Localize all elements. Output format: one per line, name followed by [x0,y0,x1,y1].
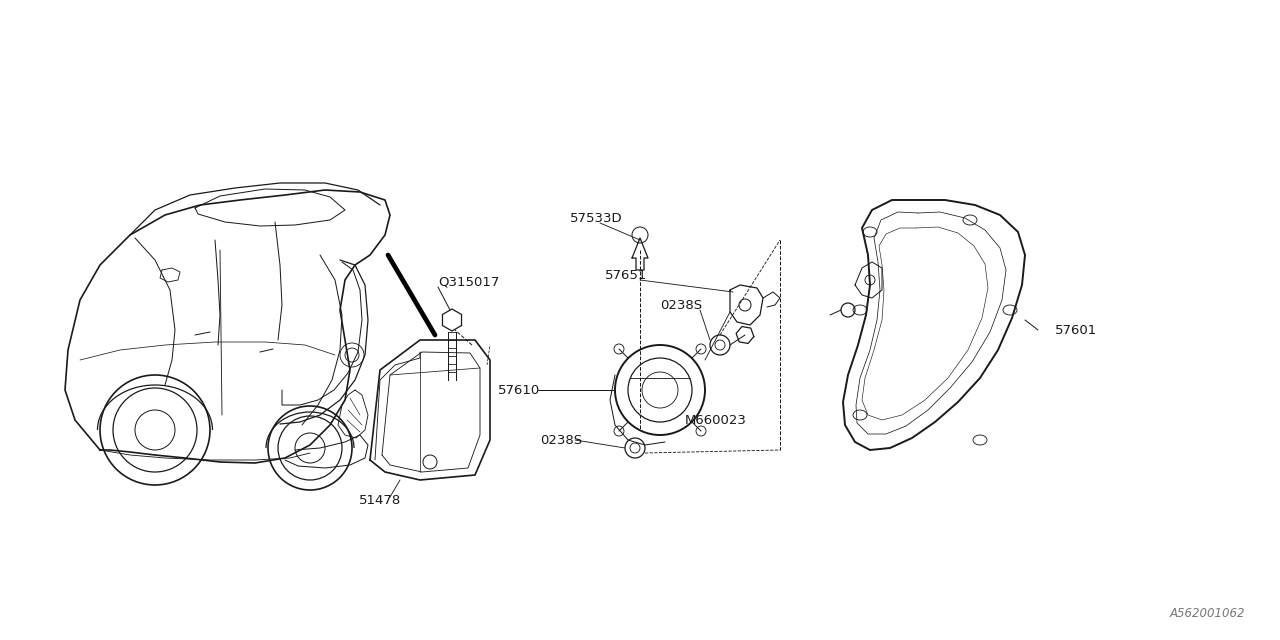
Text: A562001062: A562001062 [1170,607,1245,620]
Text: 57651: 57651 [605,269,648,282]
Text: 57610: 57610 [498,383,540,397]
Text: 0238S: 0238S [540,433,582,447]
Text: 51478: 51478 [358,493,401,506]
Text: Q315017: Q315017 [438,275,499,289]
Text: M660023: M660023 [685,413,746,426]
Text: 57533D: 57533D [570,211,622,225]
Text: 0238S: 0238S [660,298,703,312]
Text: 57601: 57601 [1055,323,1097,337]
